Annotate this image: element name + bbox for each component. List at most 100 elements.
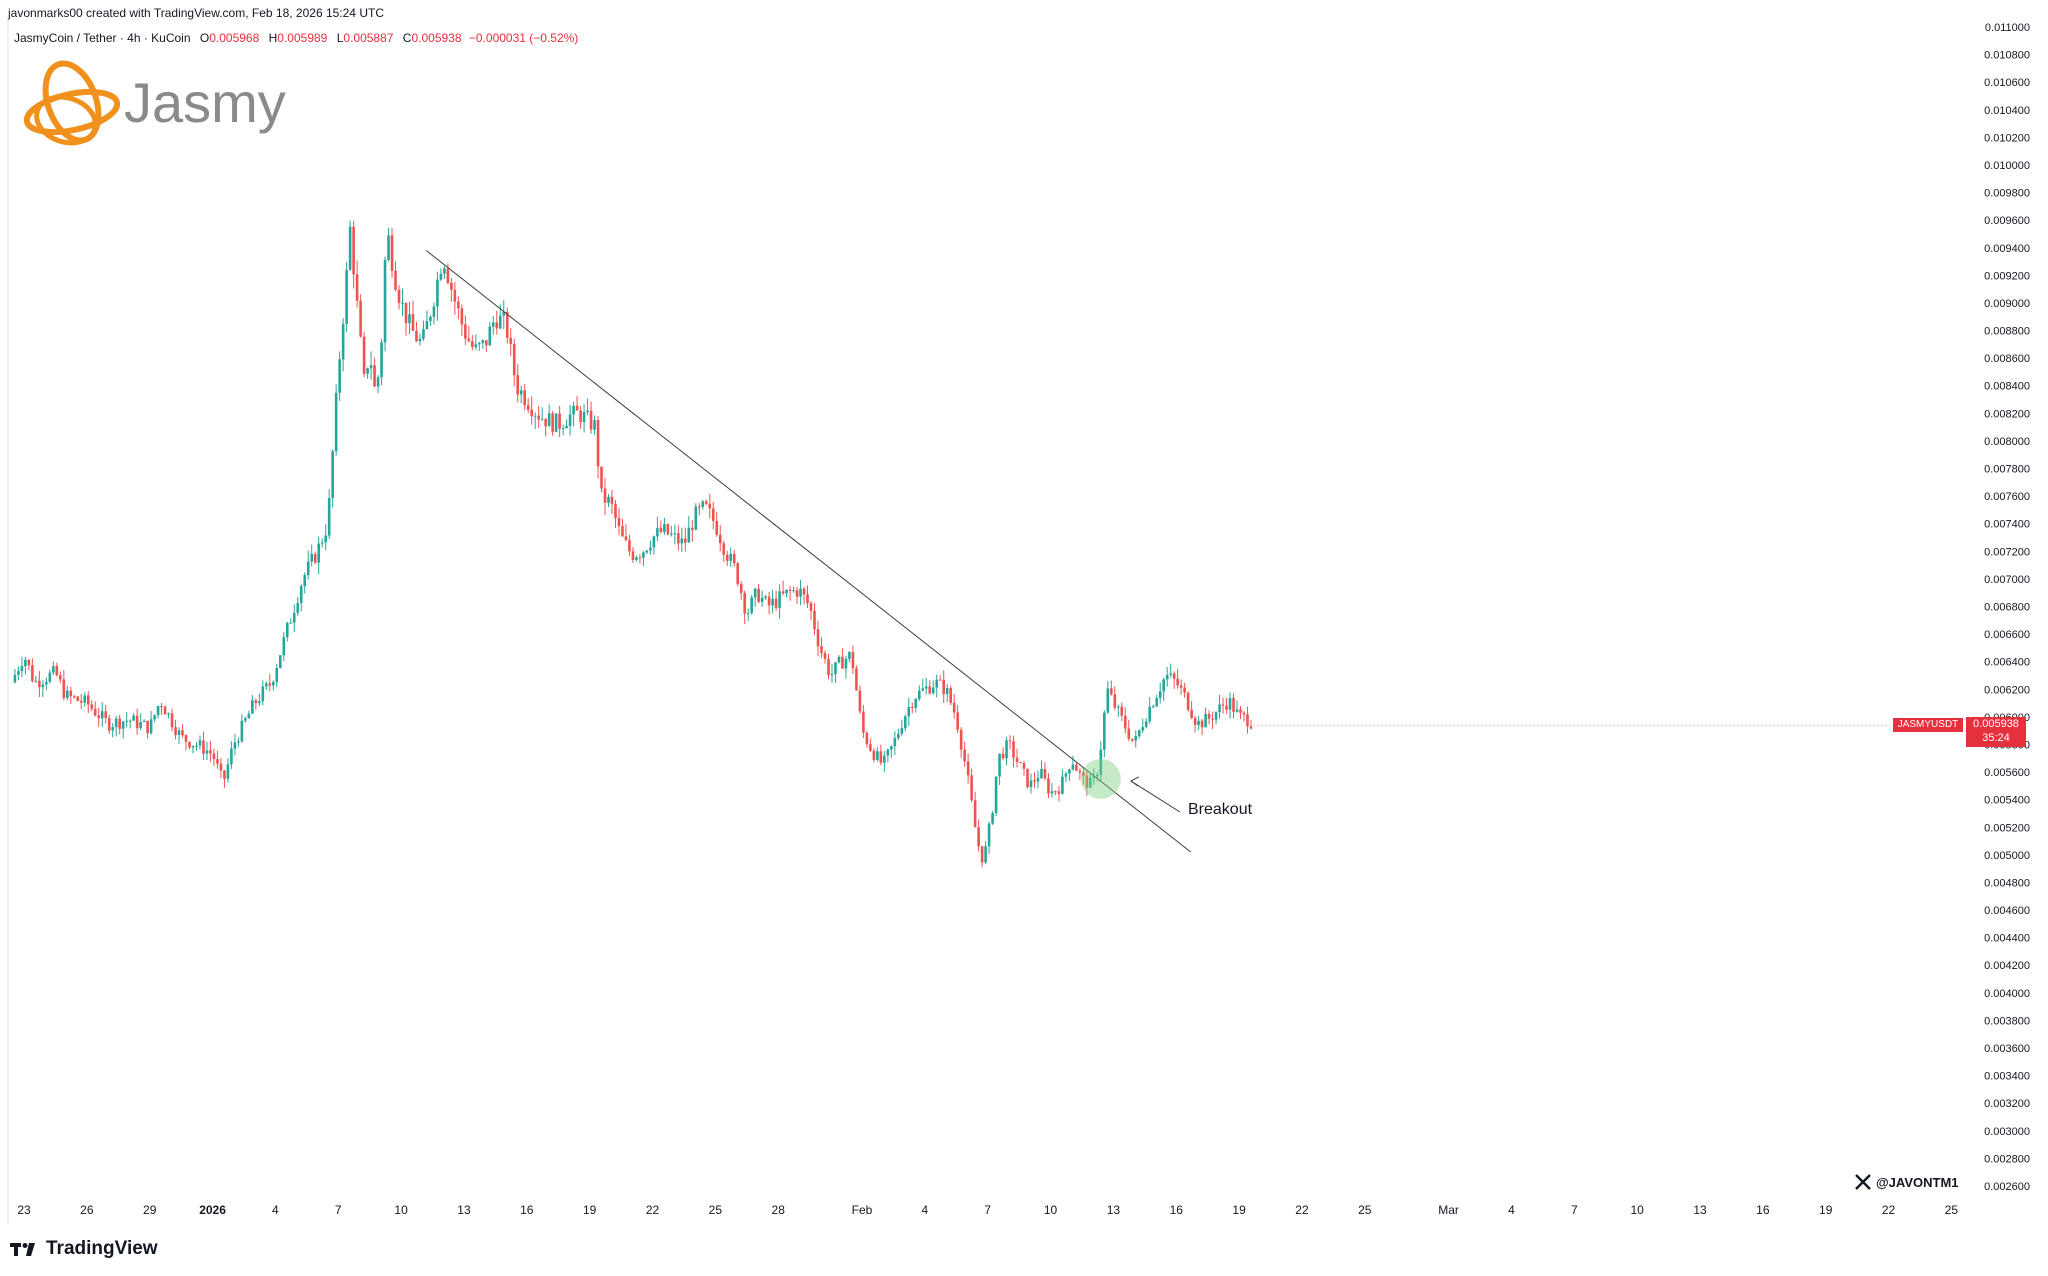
candle-body: [132, 715, 135, 721]
candle-body: [1179, 685, 1183, 688]
candle-body: [460, 308, 464, 325]
open-value: 0.005968: [209, 31, 260, 45]
candle-body: [1155, 698, 1158, 707]
candle-body: [963, 749, 966, 762]
candle-body: [62, 679, 66, 698]
candle-body: [830, 674, 834, 676]
candle-body: [1029, 780, 1033, 788]
candle-body: [931, 687, 935, 694]
candle-body: [907, 707, 911, 717]
candle-body: [883, 755, 886, 763]
candle-body: [471, 341, 474, 348]
candle-body: [446, 268, 450, 283]
x-tick-label: 19: [1232, 1203, 1246, 1217]
candle-body: [254, 700, 258, 704]
candle-body: [90, 704, 94, 709]
candle-body: [230, 748, 233, 765]
candle-body: [1242, 712, 1246, 715]
candle-body: [512, 343, 516, 376]
candle-body: [848, 652, 851, 659]
candle-body: [1008, 740, 1012, 742]
candle-body: [345, 269, 348, 324]
candle-body: [1103, 712, 1106, 750]
candle-body: [869, 744, 872, 751]
x-tick-label: 22: [646, 1203, 660, 1217]
symbol-title[interactable]: JasmyCoin / Tether · 4h · KuCoin: [14, 31, 191, 45]
candle-body: [317, 543, 320, 563]
symbol-price-label: JASMYUSDT: [1893, 718, 1963, 732]
candle-body: [1019, 762, 1022, 764]
candle-body: [841, 656, 844, 669]
candle-body: [495, 322, 499, 329]
candle-body: [858, 690, 862, 712]
y-tick-label: 0.010400: [1984, 105, 2030, 117]
y-tick-label: 0.008600: [1984, 353, 2030, 365]
candle-body: [104, 711, 108, 719]
candle-body: [93, 708, 97, 716]
candle-body: [390, 235, 394, 271]
candle-body: [970, 775, 973, 801]
candle-body: [338, 359, 341, 393]
candle-body: [764, 596, 767, 598]
breakout-circle: [1080, 758, 1121, 799]
x-logo-icon: [1855, 1174, 1871, 1190]
candle-body: [48, 672, 52, 682]
candle-body: [582, 412, 586, 423]
candle-body: [792, 590, 795, 592]
candle-body: [910, 707, 914, 709]
candle-body: [498, 315, 502, 329]
candle-body: [673, 533, 677, 535]
candle-body: [991, 813, 994, 824]
candle-body: [928, 686, 932, 694]
candle-body: [453, 289, 457, 302]
candle-body: [631, 551, 635, 560]
candle-body: [523, 390, 527, 406]
candle-body: [704, 501, 708, 504]
x-tick-label: 25: [709, 1203, 723, 1217]
candle-body: [226, 764, 230, 779]
candle-body: [1064, 773, 1068, 777]
candle-body: [170, 713, 174, 728]
candle-body: [415, 330, 418, 342]
candle-body: [181, 730, 184, 736]
candle-body: [306, 561, 310, 576]
candle-body: [261, 686, 265, 702]
tradingview-logo-icon: [10, 1243, 35, 1256]
candle-body: [739, 584, 743, 594]
candle-body: [139, 721, 142, 729]
candle-body: [436, 279, 439, 307]
candle-body: [478, 343, 481, 345]
y-tick-label: 0.009800: [1984, 188, 2030, 200]
candle-body: [1110, 688, 1113, 695]
candle-body: [502, 312, 506, 316]
candle-body: [209, 750, 212, 754]
y-tick-label: 0.007800: [1984, 464, 2030, 476]
candle-body: [645, 550, 649, 553]
candle-body: [1130, 738, 1134, 741]
candle-body: [1047, 778, 1050, 794]
candle-body: [865, 732, 869, 745]
candle-body: [422, 329, 425, 339]
candle-body: [561, 428, 565, 430]
y-tick-label: 0.007000: [1984, 574, 2030, 586]
candle-body: [425, 321, 429, 330]
candle-body: [1137, 730, 1141, 737]
candle-body: [691, 527, 694, 530]
candle-body: [34, 680, 38, 682]
candle-body: [526, 405, 530, 410]
candle-body: [86, 695, 90, 705]
candle-body: [1054, 791, 1057, 793]
candle-body: [198, 740, 202, 746]
candle-body: [20, 666, 24, 672]
x-handle-text: @JAVONTM1: [1876, 1174, 1959, 1190]
candle-body: [834, 662, 837, 675]
candle-body: [530, 409, 533, 417]
candle-body: [1078, 770, 1082, 773]
x-tick-label: 16: [1170, 1203, 1184, 1217]
y-tick-label: 0.007600: [1984, 491, 2030, 503]
y-tick-label: 0.005200: [1984, 822, 2030, 834]
candle-body: [558, 413, 561, 429]
y-tick-label: 0.004000: [1984, 988, 2030, 1000]
tradingview-brand[interactable]: TradingView: [10, 1238, 158, 1260]
